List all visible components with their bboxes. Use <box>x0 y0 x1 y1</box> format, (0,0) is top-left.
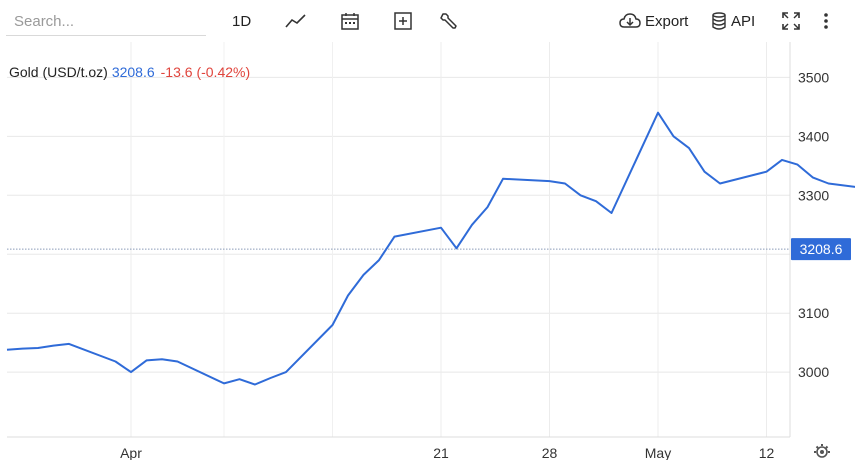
date-range-button[interactable] <box>340 9 360 33</box>
x-axis: Apr2128May1219 <box>120 445 775 460</box>
settings-gear-icon[interactable] <box>814 444 830 458</box>
series-layer <box>6 111 855 386</box>
api-label: API <box>731 12 756 30</box>
data-point <box>703 171 705 173</box>
data-point <box>6 349 8 351</box>
x-tick-label: 21 <box>433 445 449 460</box>
y-tick-label: 3100 <box>798 305 829 321</box>
data-point <box>672 135 674 137</box>
interval-button[interactable]: 1D <box>232 9 251 33</box>
data-point <box>781 159 783 161</box>
data-point <box>254 383 256 385</box>
data-point <box>145 359 147 361</box>
more-vertical-icon <box>822 11 830 31</box>
data-point <box>827 182 829 184</box>
data-point <box>610 212 612 214</box>
data-point <box>52 344 54 346</box>
y-axis: 300031003200330034003500 <box>798 69 829 380</box>
data-point <box>393 235 395 237</box>
data-point <box>688 147 690 149</box>
y-tick-label: 3400 <box>798 128 829 144</box>
data-point <box>378 259 380 261</box>
wrench-icon <box>440 11 460 31</box>
data-point <box>440 227 442 229</box>
price-chart[interactable]: Apr2128May1219 300031003200330034003500 … <box>0 42 855 460</box>
x-tick-label: 28 <box>542 445 558 460</box>
legend-symbol: Gold (USD/t.oz) <box>9 64 108 80</box>
add-indicator-button[interactable] <box>393 9 413 33</box>
data-point <box>595 200 597 202</box>
last-price-tag-label: 3208.6 <box>800 241 843 257</box>
chart-type-button[interactable] <box>285 9 307 33</box>
fullscreen-icon <box>781 11 801 31</box>
x-tick-label: Apr <box>120 445 142 460</box>
line-chart-icon <box>285 13 307 29</box>
chart-grid <box>7 42 791 438</box>
data-point <box>223 382 225 384</box>
y-tick-label: 3300 <box>798 187 829 203</box>
chart-area[interactable]: Apr2128May1219 300031003200330034003500 … <box>0 42 855 460</box>
add-indicator-icon <box>393 11 413 31</box>
data-point <box>130 371 132 373</box>
last-price-tag-bg <box>791 238 851 261</box>
export-button[interactable]: Export <box>619 9 688 33</box>
data-point <box>37 347 39 349</box>
search-input[interactable] <box>6 8 206 36</box>
data-point <box>347 294 349 296</box>
data-point <box>176 360 178 362</box>
data-point <box>765 171 767 173</box>
y-tick-label: 3000 <box>798 364 829 380</box>
settings-tools-button[interactable] <box>440 9 460 33</box>
data-point <box>579 194 581 196</box>
more-menu-button[interactable] <box>822 9 830 33</box>
data-point <box>238 378 240 380</box>
data-point <box>657 112 659 114</box>
fullscreen-button[interactable] <box>781 9 801 33</box>
data-point <box>161 358 163 360</box>
chart-toolbar: 1D Export API <box>0 0 855 42</box>
data-point <box>502 178 504 180</box>
cloud-download-icon <box>619 12 641 30</box>
last-price-tag: 3208.6 <box>791 238 851 261</box>
data-point <box>331 324 333 326</box>
data-point <box>812 176 814 178</box>
export-label: Export <box>645 12 689 30</box>
chart-legend: Gold (USD/t.oz) 3208.6 -13.6 (-0.42%) <box>9 64 250 80</box>
data-point <box>486 206 488 208</box>
legend-last-price: 3208.6 <box>111 64 155 80</box>
data-point <box>285 371 287 373</box>
data-point <box>269 377 271 379</box>
data-point <box>471 224 473 226</box>
data-point <box>796 163 798 165</box>
data-point <box>68 343 70 345</box>
data-point <box>362 274 364 276</box>
series-line-gold <box>6 111 855 386</box>
calendar-icon <box>340 11 360 31</box>
api-button[interactable]: API <box>711 9 755 33</box>
data-point <box>719 182 721 184</box>
data-point <box>548 180 550 182</box>
database-icon <box>711 12 727 30</box>
data-point <box>455 247 457 249</box>
interval-label: 1D <box>232 12 252 30</box>
data-point <box>564 182 566 184</box>
legend-change: -13.6 (-0.42%) <box>160 64 251 80</box>
y-tick-label: 3500 <box>798 69 829 85</box>
data-point <box>21 347 23 349</box>
x-tick-label: 12 <box>759 445 775 460</box>
data-point <box>114 360 116 362</box>
x-tick-label: May <box>645 445 671 460</box>
